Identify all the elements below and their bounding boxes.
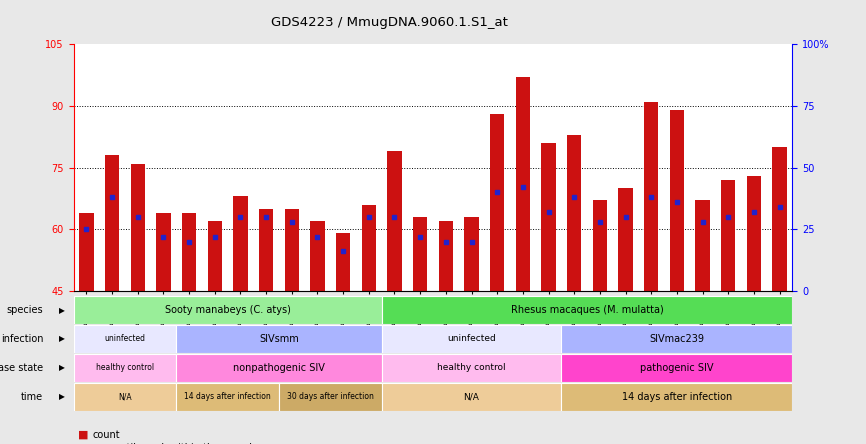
- Text: healthy control: healthy control: [437, 363, 506, 373]
- Bar: [177, 354, 382, 382]
- Text: Rhesus macaques (M. mulatta): Rhesus macaques (M. mulatta): [511, 305, 663, 315]
- Bar: [131, 163, 145, 291]
- Text: uninfected: uninfected: [447, 334, 496, 344]
- Bar: [772, 147, 786, 291]
- Bar: [177, 383, 279, 411]
- Bar: [490, 114, 504, 291]
- Text: 30 days after infection: 30 days after infection: [287, 392, 374, 401]
- Bar: [669, 110, 684, 291]
- Bar: [618, 188, 632, 291]
- Text: ▶: ▶: [59, 305, 65, 315]
- Bar: [746, 176, 761, 291]
- Bar: [721, 180, 735, 291]
- Bar: [561, 383, 792, 411]
- Text: ▶: ▶: [59, 392, 65, 401]
- Text: N/A: N/A: [118, 392, 132, 401]
- Bar: [695, 201, 709, 291]
- Text: Sooty manabeys (C. atys): Sooty manabeys (C. atys): [165, 305, 291, 315]
- Bar: [593, 201, 607, 291]
- Text: ■: ■: [78, 430, 88, 440]
- Text: pathogenic SIV: pathogenic SIV: [640, 363, 714, 373]
- Bar: [80, 213, 94, 291]
- Bar: [74, 383, 177, 411]
- Bar: [362, 205, 376, 291]
- Text: uninfected: uninfected: [105, 334, 145, 344]
- Text: healthy control: healthy control: [96, 363, 154, 373]
- Text: count: count: [93, 430, 120, 440]
- Bar: [74, 296, 382, 324]
- Text: GDS4223 / MmugDNA.9060.1.S1_at: GDS4223 / MmugDNA.9060.1.S1_at: [271, 16, 508, 28]
- Bar: [516, 77, 530, 291]
- Text: ▶: ▶: [59, 363, 65, 373]
- Text: species: species: [7, 305, 43, 315]
- Text: N/A: N/A: [463, 392, 480, 401]
- Text: 14 days after infection: 14 days after infection: [184, 392, 271, 401]
- Bar: [387, 151, 402, 291]
- Text: ▶: ▶: [59, 334, 65, 344]
- Bar: [439, 221, 453, 291]
- Bar: [382, 325, 561, 353]
- Bar: [208, 221, 222, 291]
- Bar: [177, 325, 382, 353]
- Bar: [74, 354, 177, 382]
- Text: SIVsmm: SIVsmm: [259, 334, 299, 344]
- Bar: [464, 217, 479, 291]
- Bar: [285, 209, 299, 291]
- Text: 14 days after infection: 14 days after infection: [622, 392, 732, 402]
- Bar: [413, 217, 427, 291]
- Bar: [561, 325, 792, 353]
- Bar: [105, 155, 120, 291]
- Bar: [157, 213, 171, 291]
- Bar: [561, 354, 792, 382]
- Text: nonpathogenic SIV: nonpathogenic SIV: [233, 363, 325, 373]
- Text: disease state: disease state: [0, 363, 43, 373]
- Bar: [644, 102, 658, 291]
- Bar: [382, 354, 561, 382]
- Bar: [234, 196, 248, 291]
- Bar: [567, 135, 581, 291]
- Bar: [74, 325, 177, 353]
- Bar: [182, 213, 197, 291]
- Bar: [541, 143, 556, 291]
- Bar: [382, 296, 792, 324]
- Bar: [336, 234, 350, 291]
- Text: SIVmac239: SIVmac239: [650, 334, 704, 344]
- Bar: [382, 383, 561, 411]
- Text: time: time: [21, 392, 43, 402]
- Bar: [279, 383, 382, 411]
- Text: infection: infection: [1, 334, 43, 344]
- Bar: [259, 209, 273, 291]
- Bar: [310, 221, 325, 291]
